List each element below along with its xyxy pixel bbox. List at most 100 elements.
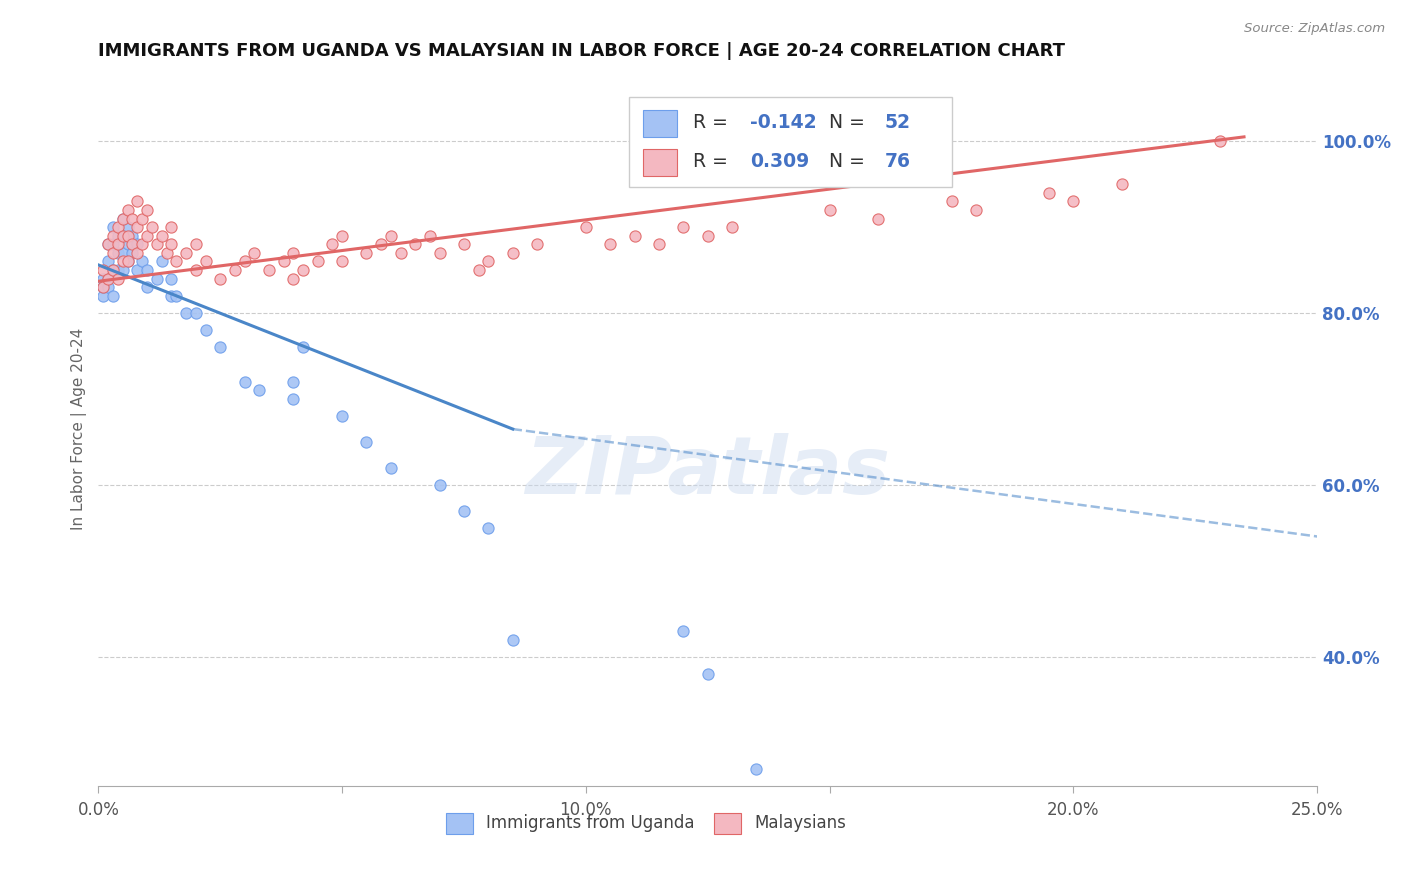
Point	[97, 271, 120, 285]
Point	[91, 263, 114, 277]
Text: R =: R =	[693, 113, 734, 132]
Point	[111, 228, 134, 243]
Point	[477, 254, 499, 268]
Point	[165, 289, 187, 303]
Point	[141, 220, 163, 235]
Point	[356, 434, 378, 449]
Point	[111, 211, 134, 226]
Point	[121, 211, 143, 226]
Point	[131, 254, 153, 268]
Point	[146, 237, 169, 252]
Point	[1111, 177, 1133, 191]
Point	[233, 375, 256, 389]
Point	[121, 237, 143, 252]
Text: N =: N =	[817, 152, 872, 171]
Point	[965, 202, 987, 217]
Text: Malaysians: Malaysians	[754, 814, 846, 832]
Text: Source: ZipAtlas.com: Source: ZipAtlas.com	[1244, 22, 1385, 36]
Point	[330, 228, 353, 243]
Point	[160, 271, 183, 285]
Point	[91, 289, 114, 303]
Text: 76: 76	[884, 152, 911, 171]
Point	[502, 246, 524, 260]
Point	[107, 246, 129, 260]
Point	[672, 220, 695, 235]
Point	[477, 521, 499, 535]
Point	[745, 762, 768, 776]
Point	[330, 409, 353, 424]
Point	[321, 237, 343, 252]
Text: ZIPatlas: ZIPatlas	[526, 433, 890, 511]
Point	[131, 211, 153, 226]
Point	[127, 246, 149, 260]
Point	[1062, 194, 1084, 209]
Point	[127, 263, 149, 277]
Point	[243, 246, 266, 260]
Point	[184, 263, 207, 277]
Point	[696, 667, 718, 681]
Point	[136, 202, 159, 217]
Point	[283, 375, 305, 389]
Point	[467, 263, 489, 277]
Text: R =: R =	[693, 152, 734, 171]
Point	[453, 237, 475, 252]
Text: 0.309: 0.309	[751, 152, 810, 171]
Point	[818, 202, 841, 217]
Point	[160, 289, 183, 303]
Point	[209, 271, 232, 285]
Point	[146, 271, 169, 285]
Point	[97, 254, 120, 268]
Point	[941, 194, 963, 209]
Point	[136, 228, 159, 243]
Point	[623, 228, 645, 243]
Point	[453, 504, 475, 518]
Point	[721, 220, 744, 235]
Point	[1038, 186, 1060, 200]
Point	[283, 271, 305, 285]
Point	[194, 254, 217, 268]
Point	[150, 254, 173, 268]
Point	[330, 254, 353, 268]
FancyBboxPatch shape	[446, 813, 472, 834]
Point	[101, 289, 124, 303]
Point	[97, 271, 120, 285]
Point	[370, 237, 392, 252]
Point	[868, 211, 890, 226]
Point	[233, 254, 256, 268]
Point	[429, 246, 451, 260]
Point	[160, 220, 183, 235]
Point	[429, 478, 451, 492]
Point	[127, 194, 149, 209]
Point	[97, 237, 120, 252]
Point	[117, 228, 139, 243]
Point	[91, 280, 114, 294]
Point	[174, 306, 197, 320]
Point	[292, 340, 315, 354]
Text: 52: 52	[884, 113, 911, 132]
Point	[165, 254, 187, 268]
Point	[117, 220, 139, 235]
Point	[101, 263, 124, 277]
Point	[257, 263, 280, 277]
Point	[575, 220, 598, 235]
Point	[101, 220, 124, 235]
Point	[111, 211, 134, 226]
Point	[283, 246, 305, 260]
Text: IMMIGRANTS FROM UGANDA VS MALAYSIAN IN LABOR FORCE | AGE 20-24 CORRELATION CHART: IMMIGRANTS FROM UGANDA VS MALAYSIAN IN L…	[98, 42, 1066, 60]
Point	[380, 228, 402, 243]
Point	[111, 263, 134, 277]
Point	[648, 237, 671, 252]
Point	[101, 263, 124, 277]
Point	[111, 228, 134, 243]
Point	[194, 323, 217, 337]
Point	[117, 237, 139, 252]
Point	[136, 263, 159, 277]
Point	[224, 263, 246, 277]
Point	[111, 246, 134, 260]
Point	[121, 246, 143, 260]
Point	[672, 624, 695, 638]
Point	[419, 228, 441, 243]
Point	[127, 220, 149, 235]
Point	[101, 228, 124, 243]
Point	[526, 237, 548, 252]
